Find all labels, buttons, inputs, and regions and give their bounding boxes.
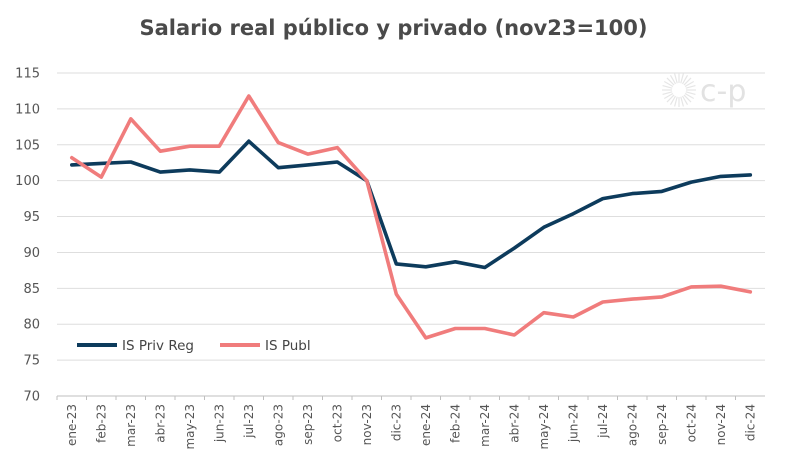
y-tick-label: 70: [23, 390, 40, 405]
x-tick-label: ago-23: [271, 404, 285, 446]
x-tick-label: nov-23: [360, 404, 374, 445]
y-tick-label: 90: [23, 246, 40, 261]
chart-title: Salario real público y privado (nov23=10…: [139, 16, 648, 40]
x-tick-label: dic-24: [743, 404, 757, 441]
x-tick-label: abr-24: [507, 404, 521, 443]
x-tick-label: jul-23: [242, 404, 256, 439]
x-tick-label: jun-24: [566, 404, 580, 443]
x-tick-label: ago-24: [625, 404, 639, 446]
x-tick-label: may-23: [183, 404, 197, 450]
x-tick-label: mar-23: [124, 404, 138, 447]
x-tick-label: jul-24: [596, 404, 610, 439]
x-tick-label: sep-23: [301, 404, 315, 445]
y-tick-label: 105: [15, 138, 40, 153]
x-tick-label: oct-24: [684, 404, 698, 442]
gridlines: [57, 72, 765, 397]
x-tick-label: nov-24: [714, 404, 728, 445]
x-tick-label: feb-24: [448, 404, 462, 443]
y-tick-label: 95: [23, 210, 40, 225]
logo-text: c-p: [700, 74, 746, 109]
y-axis-ticks: 70 75 80 85 90 95 100 105 110 115: [15, 67, 40, 405]
legend-label: IS Priv Reg: [122, 338, 194, 354]
legend-label: IS Publ: [265, 338, 311, 354]
y-tick-label: 85: [23, 282, 40, 297]
sunburst-logo-icon: [662, 73, 696, 107]
x-tick-label: ene-23: [65, 404, 79, 446]
x-tick-label: mar-24: [478, 404, 492, 447]
logo: c-p: [662, 73, 746, 109]
legend: IS Priv Reg IS Publ: [77, 338, 311, 354]
x-tick-label: jun-23: [212, 404, 226, 443]
x-tick-label: abr-23: [153, 404, 167, 443]
x-tick-label: ene-24: [419, 404, 433, 446]
series-lines: [70, 94, 753, 340]
y-tick-label: 100: [15, 174, 40, 189]
x-tick-label: oct-23: [330, 404, 344, 442]
series-line-is-priv-reg: [70, 139, 753, 270]
x-tick-label: may-24: [537, 404, 551, 450]
x-axis-ticks: ene-23 feb-23 mar-23 abr-23 may-23 jun-23 jul-…: [56, 396, 757, 450]
y-tick-label: 110: [15, 102, 40, 117]
x-tick-label: dic-23: [389, 404, 403, 441]
x-tick-label: sep-24: [655, 404, 669, 445]
y-tick-label: 115: [15, 67, 40, 82]
y-tick-label: 80: [23, 318, 40, 333]
series-line-is-publ: [70, 94, 753, 340]
y-tick-label: 75: [23, 354, 40, 369]
x-tick-label: feb-23: [94, 404, 108, 443]
